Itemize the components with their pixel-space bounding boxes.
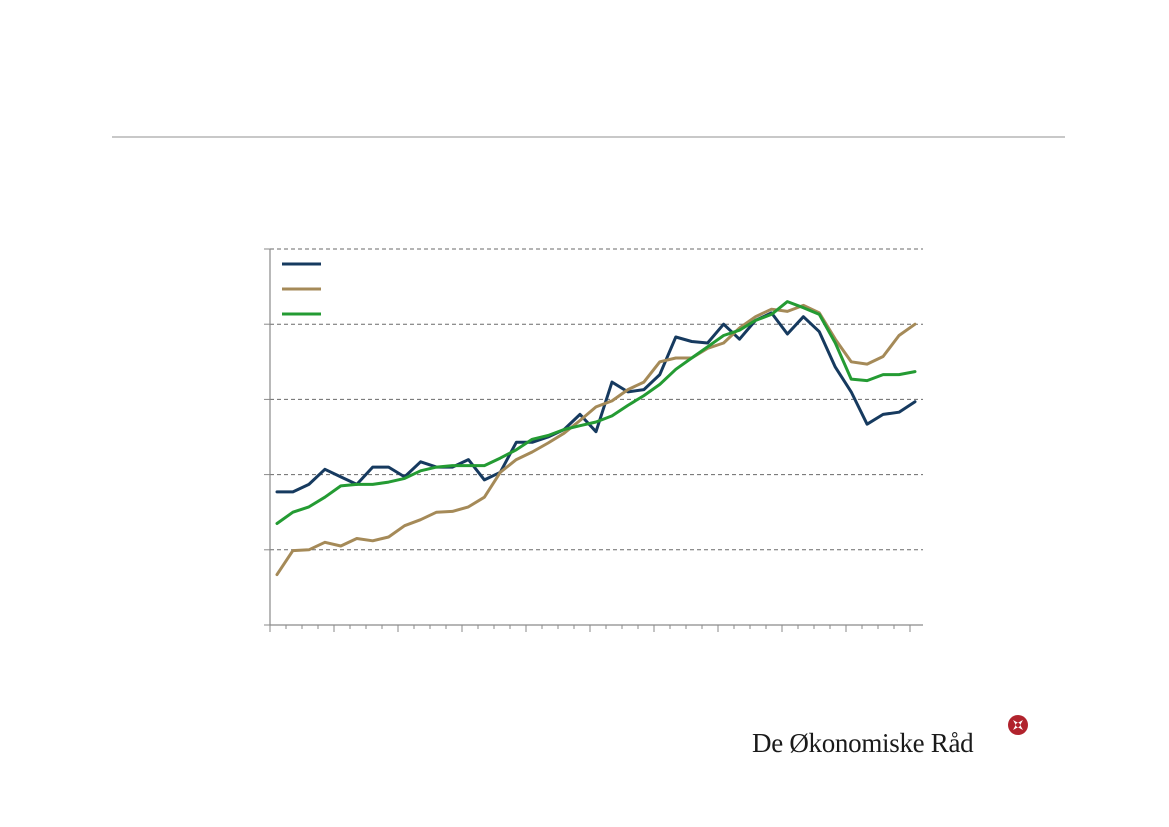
chart-series — [275, 300, 917, 577]
series-line-1 — [275, 311, 917, 494]
rosette-icon — [1008, 715, 1028, 735]
chart-legend — [282, 262, 321, 316]
brand-logo: De Økonomiske Råd — [752, 714, 1042, 764]
series-line-3 — [275, 300, 917, 525]
brand-name: De Økonomiske Råd — [752, 728, 974, 758]
series-line-2 — [275, 303, 917, 577]
header-divider — [112, 136, 1065, 138]
chart-axes — [264, 248, 923, 632]
chart-gridlines — [270, 248, 923, 551]
